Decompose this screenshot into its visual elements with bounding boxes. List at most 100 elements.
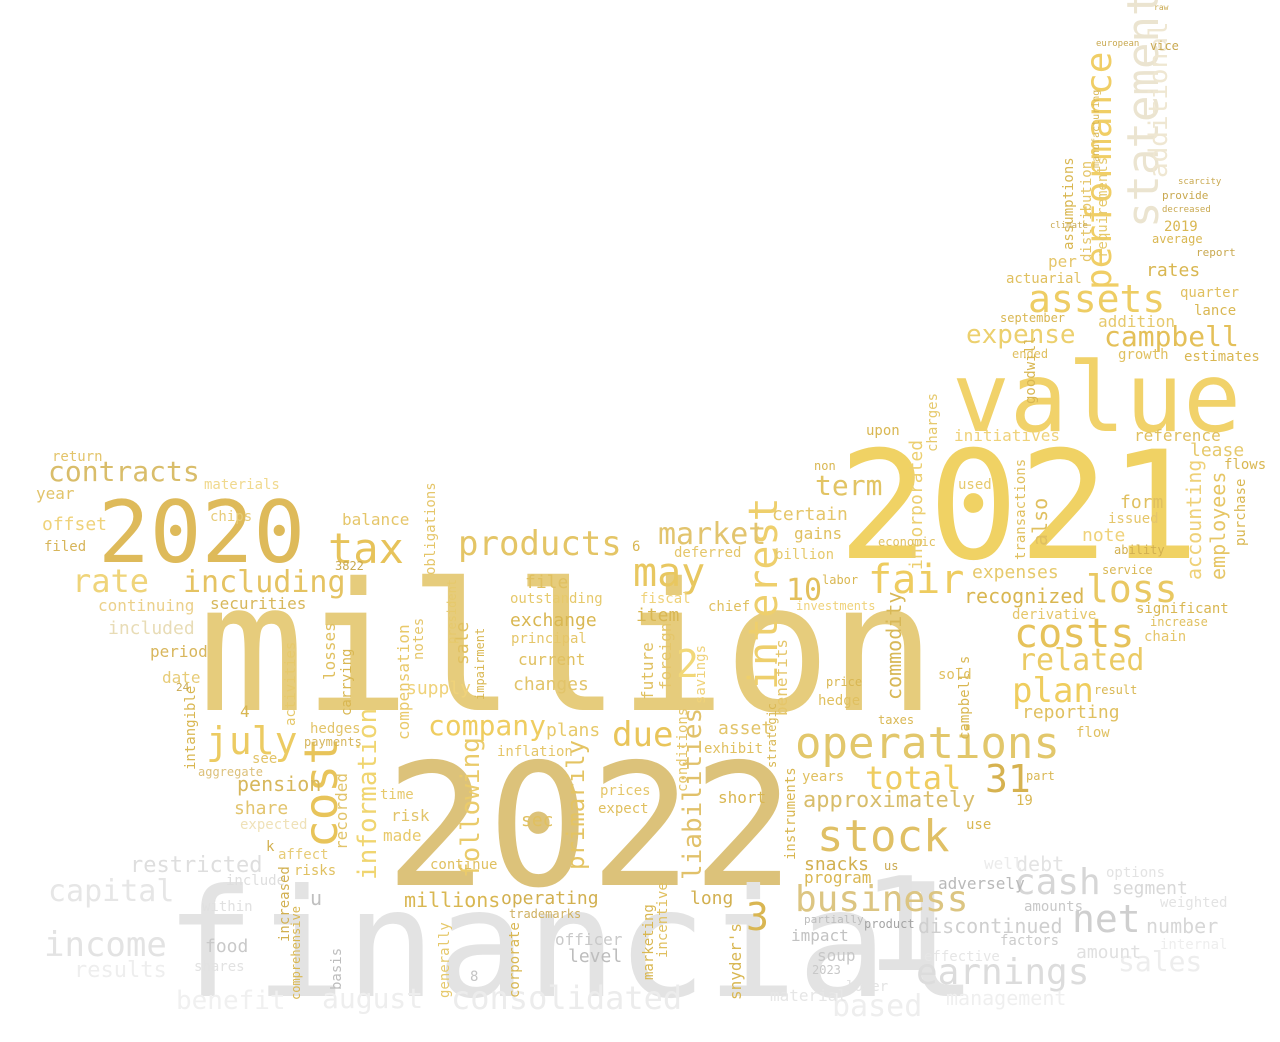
word-partially: partially (804, 913, 864, 926)
word-2019: 2019 (1164, 219, 1198, 235)
word-charges: charges (925, 392, 941, 452)
word-amounts: amounts (1024, 899, 1084, 915)
word-sold: sold (938, 667, 972, 683)
word-share: share (234, 798, 289, 819)
word-addition: addition (1098, 312, 1176, 331)
word-19: 19 (1016, 793, 1033, 809)
word-employees: employees (1206, 471, 1230, 580)
word-corporate: corporate (507, 922, 523, 998)
word-assets: assets (1028, 277, 1166, 321)
word-trademarks: trademarks (509, 907, 582, 921)
word-based: based (832, 989, 923, 1024)
word-carrying: carrying (339, 648, 355, 716)
word-hedges: hedges (310, 721, 361, 737)
word-actuarial: actuarial (1006, 271, 1082, 287)
word-use: use (966, 817, 992, 833)
word-per: per (1048, 252, 1077, 271)
word-well: well (984, 854, 1023, 873)
word-expected: expected (240, 817, 308, 833)
word-within: within (202, 899, 253, 915)
word-foreign: foreign (656, 622, 675, 690)
word-european: european (1096, 39, 1140, 49)
word-vice: vice (1150, 39, 1179, 53)
word-aggregate: aggregate (198, 765, 264, 779)
word-filed: filed (44, 539, 87, 555)
word-significant: significant (1136, 601, 1229, 617)
word-operations: operations (795, 718, 1060, 769)
word-results: results (74, 958, 167, 983)
word-financial: financial (165, 858, 978, 1032)
word-three: 3 (746, 895, 769, 939)
word-earnings: earnings (916, 952, 1090, 993)
word-non: non (814, 459, 836, 473)
word-chain: chain (1144, 629, 1187, 645)
word-goodwill: goodwill (1023, 336, 1039, 404)
word-savings: savings (693, 644, 709, 704)
word-period: period (150, 642, 208, 661)
word-2020: 2020 (98, 483, 306, 583)
word-initiatives: initiatives (954, 426, 1060, 445)
word-discontinued: discontinued (918, 914, 1063, 938)
word-balance: balance (342, 510, 410, 529)
word-principal: principal (511, 631, 587, 647)
word-current: current (518, 650, 586, 669)
word-form: form (1120, 492, 1164, 513)
word-soup: soup (817, 946, 856, 965)
word-internal: internal (1160, 937, 1228, 953)
word-assumptions: assumptions (1061, 157, 1077, 250)
word-million: million (198, 545, 936, 752)
word-millions: millions (404, 888, 501, 912)
word-chips: chips (210, 509, 253, 525)
word-deferred: deferred (674, 545, 742, 561)
word-expect: expect (598, 801, 649, 817)
word-provide: provide (1162, 189, 1209, 202)
word-3822: 3822 (335, 559, 364, 573)
word-market: market (658, 517, 767, 552)
word-products: products (458, 524, 622, 564)
word-pension: pension (237, 772, 322, 796)
word-8: 8 (470, 969, 479, 985)
word-date: date (162, 668, 201, 687)
word-long: long (690, 888, 734, 909)
word-growth: growth (1118, 347, 1169, 363)
word-certain: certain (772, 504, 848, 525)
word-prices: prices (600, 783, 651, 799)
word-billion: billion (775, 547, 835, 563)
word-company: company (428, 709, 547, 742)
word-instruments: instruments (783, 767, 799, 860)
word-operating: operating (501, 888, 599, 909)
word-incorporated: incorporated (906, 439, 927, 570)
word-debt: debt (1016, 852, 1065, 876)
word-lower: lower (846, 979, 889, 995)
word-included: included (108, 618, 195, 639)
word-may: may (633, 550, 706, 596)
word-sales: sales (1118, 945, 1203, 978)
word-file: file (525, 572, 569, 593)
word-see: see (252, 751, 278, 767)
word-economic: economic (878, 535, 936, 549)
word-6: 6 (632, 539, 641, 555)
word-one: 1 (862, 849, 941, 1001)
word-manufacturing: manufacturing (1091, 89, 1102, 168)
word-purchase: purchase (1233, 478, 1249, 546)
word-price: price (826, 675, 863, 689)
word-expense: expense (966, 320, 1076, 350)
word-materials: materials (204, 477, 280, 493)
word-rate: rate (72, 562, 150, 600)
word-increase: increase (1150, 615, 1208, 629)
word-average: average (1152, 232, 1203, 246)
word-24: 24 (176, 681, 190, 694)
word-snacks: snacks (804, 854, 870, 875)
word-requirements: requirements (1095, 156, 1111, 258)
word-short: short (718, 788, 767, 807)
word-upon: upon (866, 423, 900, 439)
word-4: 4 (240, 702, 250, 721)
word-capital: capital (48, 874, 175, 909)
word-restricted: restricted (130, 853, 263, 878)
word-u: u (310, 886, 323, 910)
word-tax: tax (328, 524, 404, 573)
word-sec: sec (521, 810, 554, 831)
word-intangible: intangible (183, 685, 199, 770)
word-years: years (802, 769, 845, 785)
